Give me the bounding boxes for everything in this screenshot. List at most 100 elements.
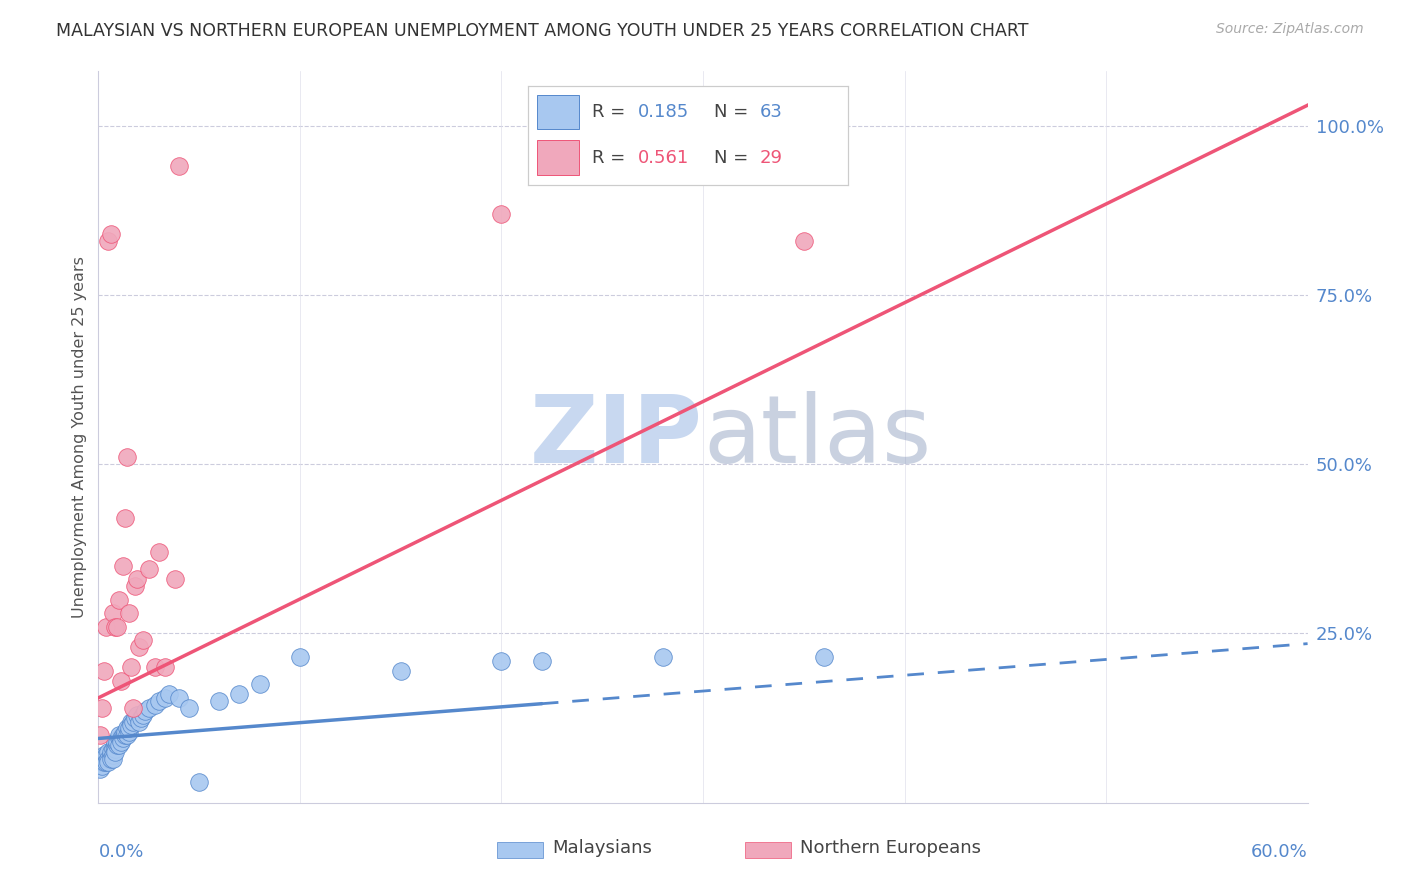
Point — [143, 698, 166, 712]
Point — [97, 755, 120, 769]
Point — [115, 728, 138, 742]
Point — [120, 714, 142, 729]
Point — [143, 660, 166, 674]
Point — [103, 738, 125, 752]
Point — [120, 660, 142, 674]
Point — [115, 721, 138, 735]
Point — [110, 673, 132, 688]
Point — [118, 721, 141, 735]
FancyBboxPatch shape — [498, 841, 543, 858]
Point — [208, 694, 231, 708]
Text: Northern Europeans: Northern Europeans — [800, 839, 981, 857]
Point — [651, 650, 673, 665]
Text: 60.0%: 60.0% — [1251, 843, 1308, 861]
Point — [100, 745, 122, 759]
Text: ZIP: ZIP — [530, 391, 703, 483]
Point — [91, 701, 114, 715]
Point — [97, 745, 120, 759]
Point — [89, 728, 111, 742]
Point — [97, 752, 120, 766]
Point — [124, 579, 146, 593]
Point — [96, 620, 118, 634]
Point — [101, 748, 124, 763]
Point — [93, 755, 115, 769]
Point — [105, 620, 128, 634]
Point — [93, 664, 115, 678]
Point — [115, 450, 138, 465]
Point — [138, 701, 160, 715]
Point — [110, 731, 132, 746]
Point — [111, 728, 134, 742]
Point — [167, 690, 190, 705]
Point — [167, 159, 190, 173]
Text: Malaysians: Malaysians — [551, 839, 652, 857]
Point — [103, 620, 125, 634]
Point — [129, 711, 152, 725]
Point — [491, 654, 513, 668]
Point — [125, 707, 148, 722]
Point — [157, 688, 180, 702]
Point — [153, 690, 176, 705]
Point — [530, 654, 553, 668]
Point — [138, 562, 160, 576]
Point — [288, 650, 311, 665]
Point — [107, 728, 129, 742]
Point — [89, 762, 111, 776]
Point — [179, 701, 201, 715]
Point — [96, 748, 118, 763]
Point — [491, 206, 513, 220]
Point — [91, 755, 114, 769]
Point — [125, 572, 148, 586]
Point — [389, 664, 412, 678]
Point — [163, 572, 186, 586]
Point — [100, 227, 122, 241]
Point — [813, 650, 835, 665]
Point — [188, 775, 211, 789]
Text: MALAYSIAN VS NORTHERN EUROPEAN UNEMPLOYMENT AMONG YOUTH UNDER 25 YEARS CORRELATI: MALAYSIAN VS NORTHERN EUROPEAN UNEMPLOYM… — [56, 22, 1029, 40]
Text: Source: ZipAtlas.com: Source: ZipAtlas.com — [1216, 22, 1364, 37]
Point — [101, 606, 124, 620]
Y-axis label: Unemployment Among Youth under 25 years: Unemployment Among Youth under 25 years — [72, 256, 87, 618]
Point — [228, 688, 250, 702]
Point — [107, 738, 129, 752]
Point — [118, 724, 141, 739]
Point — [105, 738, 128, 752]
Point — [96, 755, 118, 769]
Text: 0.0%: 0.0% — [98, 843, 143, 861]
Point — [121, 714, 143, 729]
Point — [120, 718, 142, 732]
Point — [93, 752, 115, 766]
Point — [111, 558, 134, 573]
Point — [128, 714, 150, 729]
Point — [107, 592, 129, 607]
Point — [121, 701, 143, 715]
Point — [97, 234, 120, 248]
Point — [128, 640, 150, 654]
Point — [132, 707, 155, 722]
Point — [124, 711, 146, 725]
Point — [111, 731, 134, 746]
Point — [107, 731, 129, 746]
Point — [103, 745, 125, 759]
FancyBboxPatch shape — [745, 841, 792, 858]
Point — [148, 545, 170, 559]
Point — [100, 752, 122, 766]
Point — [153, 660, 176, 674]
Point — [101, 752, 124, 766]
Point — [793, 234, 815, 248]
Point — [100, 748, 122, 763]
Point — [105, 735, 128, 749]
Text: atlas: atlas — [703, 391, 931, 483]
Point — [110, 735, 132, 749]
Point — [91, 758, 114, 772]
Point — [103, 735, 125, 749]
Point — [93, 748, 115, 763]
Point — [103, 741, 125, 756]
Point — [96, 752, 118, 766]
Point — [114, 724, 136, 739]
Point — [118, 606, 141, 620]
Point — [132, 633, 155, 648]
Point — [249, 677, 271, 691]
Point — [114, 728, 136, 742]
Point — [114, 511, 136, 525]
